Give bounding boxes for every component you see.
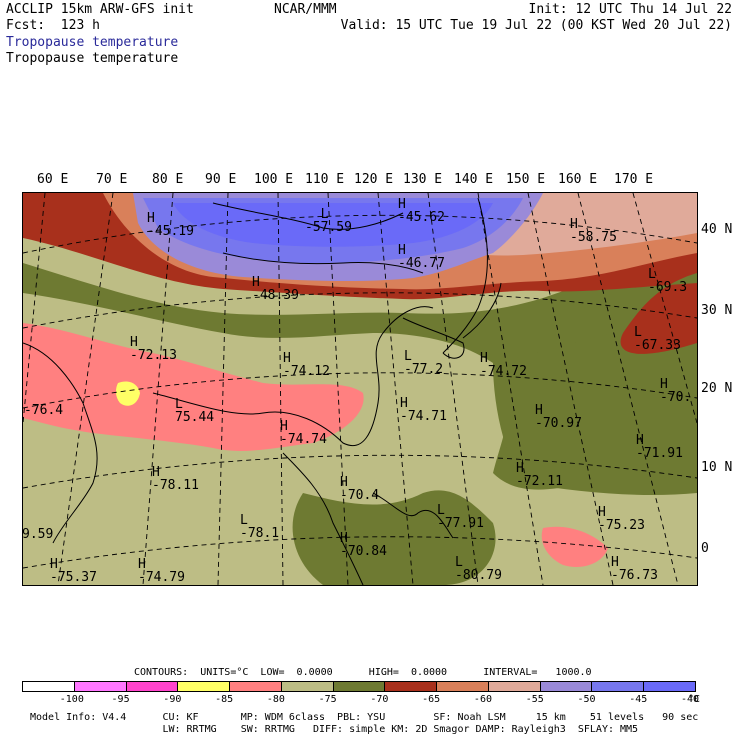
extremum-label: H -70.97 <box>535 403 582 431</box>
lat-label: 40 N <box>701 222 733 237</box>
lon-label: 160 E <box>558 172 598 187</box>
field-minus85 <box>115 381 140 406</box>
colorbar-swatch <box>73 681 127 692</box>
map-panel[interactable] <box>22 192 698 586</box>
lat-label: 30 N <box>701 303 733 318</box>
extremum-label: H -58.75 <box>570 217 617 245</box>
lon-label: 90 E <box>205 172 237 187</box>
lat-label: 10 N <box>701 460 733 475</box>
colorbar-swatch <box>22 681 75 692</box>
extremum-label: H -75.23 <box>598 505 645 533</box>
colorbar-tick-label: -65 <box>422 694 441 705</box>
colorbar-swatch <box>229 681 282 692</box>
extremum-label: H -74.74 <box>280 419 327 447</box>
lon-label: 80 E <box>152 172 184 187</box>
lon-label: 170 E <box>614 172 654 187</box>
lon-label: 120 E <box>354 172 394 187</box>
extremum-label: H -45.62 <box>398 197 445 225</box>
colorbar-swatch <box>591 681 645 692</box>
lon-label: 150 E <box>506 172 546 187</box>
extremum-label: H -46.77 <box>398 243 445 271</box>
lon-label: 70 E <box>96 172 128 187</box>
extremum-label: H -74.12 <box>283 351 330 379</box>
extremum-label: H -72.11 <box>516 461 563 489</box>
extremum-label: H -45.19 <box>147 211 194 239</box>
lat-label: 0 <box>701 541 709 556</box>
extremum-label: L -57.59 <box>305 207 352 235</box>
colorbar-swatch <box>125 681 179 692</box>
field-title-contour: Tropopause temperature <box>6 51 179 66</box>
colorbar-tick-label: -70 <box>370 694 389 705</box>
extremum-label: 9.59 <box>22 527 54 542</box>
extremum-label: H -74.72 <box>480 351 527 379</box>
extremum-label: H -72.13 <box>130 335 177 363</box>
extremum-label: H -75.37 <box>50 557 97 585</box>
colorbar-unit: °C <box>688 694 701 705</box>
extremum-label: H -74.79 <box>138 557 185 585</box>
model-info-line2: LW: RRTMG SW: RRTMG DIFF: simple KM: 2D … <box>30 724 639 735</box>
colorbar-tick-label: -75 <box>318 694 337 705</box>
model-info-line1: Model Info: V4.4 CU: KF MP: WDM 6class P… <box>30 712 699 723</box>
extremum-label: H -78.11 <box>152 465 199 493</box>
forecast-hour: Fcst: 123 h <box>6 18 100 33</box>
extremum-label: L -77.91 <box>437 503 484 531</box>
temperature-field <box>23 193 697 585</box>
lon-label: 110 E <box>305 172 345 187</box>
extremum-label: L -77.2 <box>404 349 444 377</box>
extremum-label: H -71.91 <box>636 433 683 461</box>
lat-label: 20 N <box>701 381 733 396</box>
extremum-label: H -70.4 <box>340 475 380 503</box>
colorbar-tick-label: -45 <box>629 694 648 705</box>
field-minus70-maritime <box>292 490 496 585</box>
field-minus40 <box>173 203 493 247</box>
coastlines <box>23 197 502 585</box>
colorbar-tick-label: -100 <box>59 694 84 705</box>
colorbar-tick-label: -60 <box>473 694 492 705</box>
colorbar-swatch <box>539 681 593 692</box>
graticule <box>23 193 697 585</box>
extremum-label: H -70. <box>660 377 692 405</box>
colorbar-tick-label: -50 <box>577 694 596 705</box>
colorbar-swatch <box>643 681 696 692</box>
extremum-label: H -74.71 <box>400 396 447 424</box>
colorbar-swatch <box>384 681 438 692</box>
lon-label: 60 E <box>37 172 69 187</box>
field-title-color: Tropopause temperature <box>6 35 179 50</box>
colorbar-tick-label: -90 <box>163 694 182 705</box>
extremum-label: H -48.39 <box>252 275 299 303</box>
extremum-label: L -80.79 <box>455 555 502 583</box>
field-minus80-sw-pacific <box>541 526 608 568</box>
colorbar-tick-label: -95 <box>111 694 130 705</box>
extremum-label: H -70.84 <box>340 531 387 559</box>
extremum-label: L -69.3 <box>648 267 688 295</box>
model-title: ACCLIP 15km ARW-GFS init <box>6 2 194 17</box>
colorbar-swatch <box>436 681 489 692</box>
extremum-label: H -76.73 <box>611 555 658 583</box>
extremum-label: -76.4 <box>24 403 64 418</box>
lon-label: 130 E <box>403 172 443 187</box>
colorbar-tick-label: -80 <box>266 694 285 705</box>
field-minus70-se <box>493 313 697 495</box>
colorbar-swatch <box>332 681 386 692</box>
lon-label: 100 E <box>254 172 294 187</box>
colorbar-tick-label: -55 <box>525 694 544 705</box>
lon-label: 140 E <box>454 172 494 187</box>
extremum-label: L -67.33 <box>634 325 681 353</box>
colorbar-swatch <box>487 681 541 692</box>
field-minus80 <box>23 323 364 451</box>
extremum-label: L 75.44 <box>175 397 215 425</box>
colorbar-tick-label: -85 <box>215 694 234 705</box>
colorbar-swatch <box>280 681 334 692</box>
valid-time: Valid: 15 UTC Tue 19 Jul 22 (00 KST Wed … <box>340 18 732 33</box>
contours-info: CONTOURS: UNITS=°C LOW= 0.0000 HIGH= 0.0… <box>134 667 592 678</box>
colorbar-tick-label: -40 <box>681 694 700 705</box>
colorbar-swatch <box>177 681 231 692</box>
org-label: NCAR/MMM <box>274 2 337 17</box>
init-time: Init: 12 UTC Thu 14 Jul 22 <box>528 2 733 17</box>
extremum-label: L -78.1 <box>240 513 280 541</box>
